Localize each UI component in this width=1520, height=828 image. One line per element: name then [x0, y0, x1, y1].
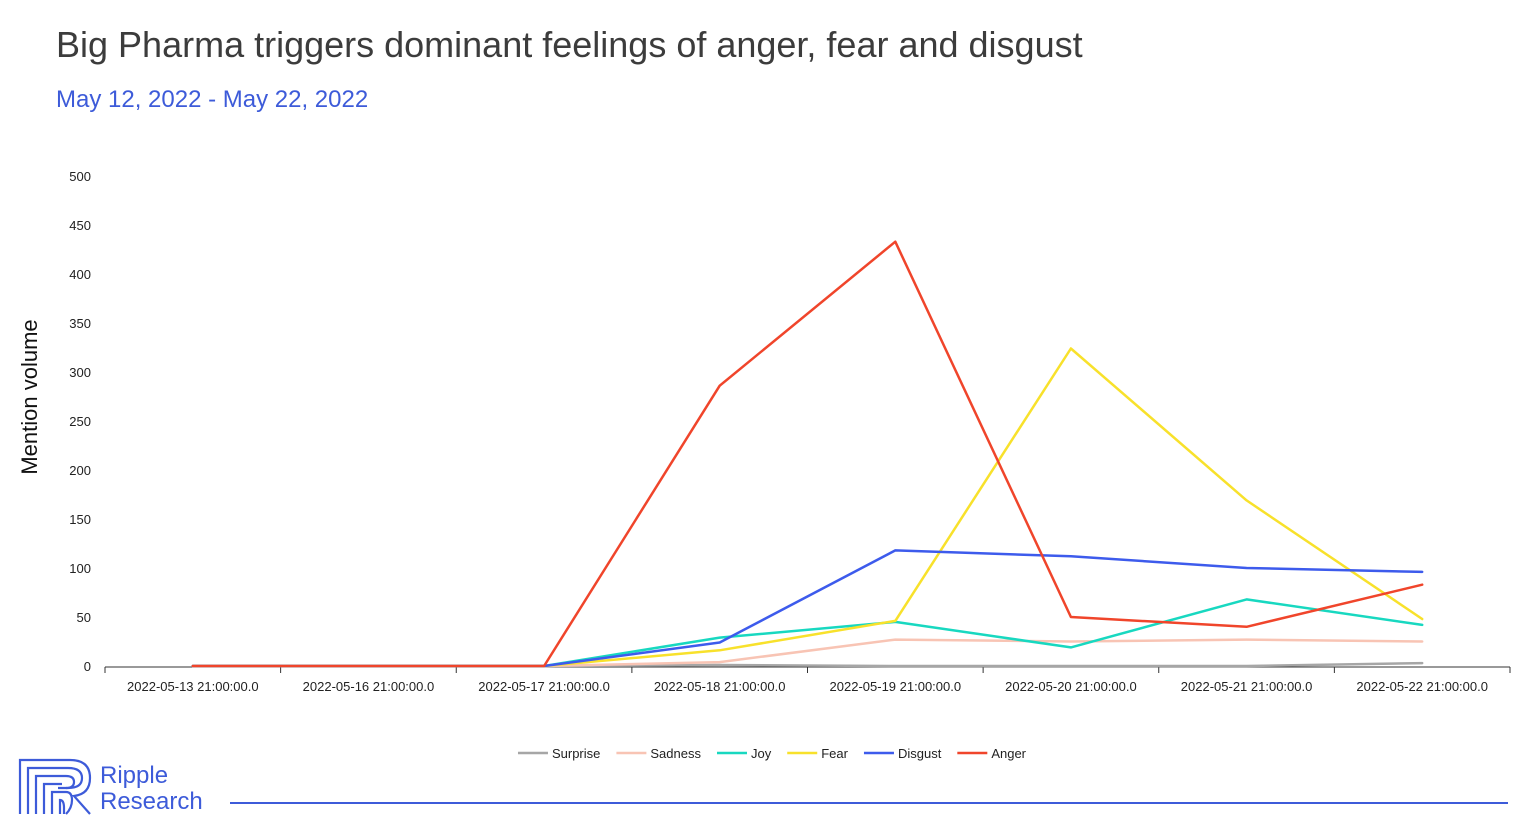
chart-subtitle: May 12, 2022 - May 22, 2022: [56, 86, 369, 113]
series-line-fear: [191, 347, 1424, 668]
legend-item-joy: Joy: [716, 746, 772, 761]
x-tick-label: 2022-05-13 21:00:00.0: [127, 679, 259, 694]
x-tick-label: 2022-05-17 21:00:00.0: [478, 679, 610, 694]
y-tick-label: 250: [69, 414, 91, 429]
y-tick-label: 50: [77, 610, 91, 625]
legend-item-surprise: Surprise: [517, 746, 600, 761]
series-line-disgust: [191, 549, 1424, 668]
x-tick-label: 2022-05-16 21:00:00.0: [303, 679, 435, 694]
legend-label: Sadness: [650, 746, 701, 761]
ripple-logo-icon: [18, 758, 92, 815]
brand-name-line2: Research: [100, 788, 203, 815]
legend-label: Fear: [821, 746, 848, 761]
y-tick-label: 500: [69, 169, 91, 184]
series-line-joy: [191, 598, 1424, 668]
legend: Surprise Sadness Joy Fear Disgust Anger: [517, 746, 1027, 761]
legend-label: Disgust: [898, 746, 942, 761]
series-line-sadness: [191, 638, 1424, 668]
x-tick-label: 2022-05-19 21:00:00.0: [830, 679, 962, 694]
y-tick-label: 300: [69, 365, 91, 380]
x-tick-label: 2022-05-21 21:00:00.0: [1181, 679, 1313, 694]
brand-name: Ripple Research: [100, 763, 203, 815]
chart-title: Big Pharma triggers dominant feelings of…: [56, 24, 1083, 65]
y-tick-label: 400: [69, 267, 91, 282]
footer-divider: [230, 802, 1508, 804]
legend-label: Joy: [751, 746, 772, 761]
series-lines: [191, 240, 1424, 668]
legend-label: Surprise: [552, 746, 600, 761]
y-tick-label: 0: [84, 659, 91, 674]
x-tick-label: 2022-05-18 21:00:00.0: [654, 679, 786, 694]
y-tick-label: 150: [69, 512, 91, 527]
y-tick-label: 100: [69, 561, 91, 576]
legend-item-anger: Anger: [957, 746, 1027, 761]
x-tick-label: 2022-05-22 21:00:00.0: [1356, 679, 1488, 694]
y-tick-label: 450: [69, 218, 91, 233]
series-line-anger: [191, 240, 1424, 668]
legend-item-sadness: Sadness: [616, 746, 701, 761]
y-tick-label: 350: [69, 316, 91, 331]
axes: 2022-05-13 21:00:00.0 2022-05-16 21:00:00…: [69, 169, 1511, 694]
brand-name-line1: Ripple: [100, 762, 169, 789]
x-tick-label: 2022-05-20 21:00:00.0: [1005, 679, 1137, 694]
y-axis-label: Mention volume: [17, 319, 42, 474]
y-tick-label: 200: [69, 463, 91, 478]
legend-label: Anger: [991, 746, 1026, 761]
legend-item-fear: Fear: [787, 746, 849, 761]
legend-item-disgust: Disgust: [863, 746, 942, 761]
